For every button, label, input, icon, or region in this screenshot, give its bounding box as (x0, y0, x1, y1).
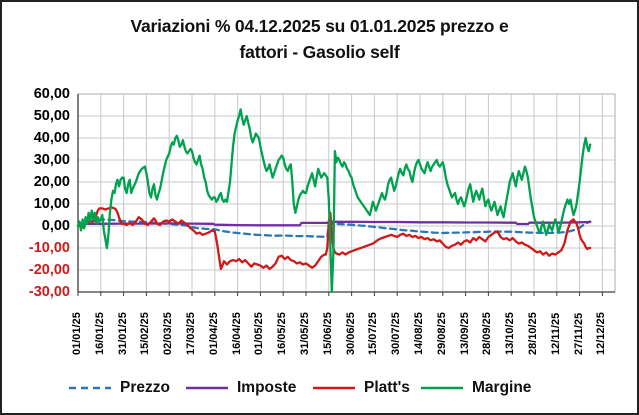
x-tick-label: 28/10/25 (527, 312, 539, 355)
x-tick-label: 15/06/25 (321, 312, 334, 355)
x-tick-label: 16/01/25 (93, 312, 106, 355)
x-tick-label: 13/09/25 (458, 312, 471, 355)
y-tick-label: -20,00 (28, 262, 70, 278)
y-tick-label: 10,00 (33, 196, 70, 212)
legend-item-imposte: Imposte (185, 375, 296, 401)
legend-swatch (313, 386, 355, 390)
legend-label: Platt's (364, 379, 410, 396)
legend-label: Imposte (237, 379, 297, 396)
legend-swatch (186, 386, 228, 390)
legend-item-prezzo: Prezzo (68, 375, 170, 401)
legend-item-margine: Margine (420, 375, 531, 401)
chart-title: Variazioni % 04.12.2025 su 01.01.2025 pr… (2, 13, 637, 65)
legend-label: Margine (472, 379, 532, 396)
x-tick-label: 28/09/25 (481, 312, 494, 355)
chart-title-line1: Variazioni % 04.12.2025 su 01.01.2025 pr… (130, 16, 509, 36)
x-tick-label: 30/07/25 (390, 312, 403, 355)
legend-label: Prezzo (120, 379, 170, 396)
x-tick-label: 16/05/25 (276, 312, 289, 355)
x-tick-label: 12/12/25 (595, 312, 608, 355)
x-tick-label: 14/08/25 (413, 312, 425, 355)
x-tick-label: 27/11/25 (572, 312, 585, 355)
y-tick-label: 20,00 (33, 174, 70, 190)
x-tick-label: 13/10/25 (504, 312, 517, 355)
x-tick-label: 29/08/25 (435, 312, 448, 355)
x-tick-label: 15/07/25 (367, 312, 380, 355)
x-tick-label: 01/04/25 (207, 312, 220, 355)
x-tick-label: 12/11/25 (549, 312, 562, 355)
legend-item-platts: Platt's (312, 375, 410, 401)
y-tick-label: 60,00 (33, 86, 70, 102)
series-line-margine (76, 108, 592, 294)
legend-swatch (421, 386, 463, 390)
x-tick-label: 17/03/25 (185, 312, 197, 355)
y-tick-label: 50,00 (33, 108, 70, 124)
y-tick-label: 40,00 (33, 130, 70, 146)
x-tick-label: 01/01/25 (71, 312, 83, 355)
chart-title-line2: fattori - Gasolio self (239, 42, 400, 62)
x-tick-label: 30/06/25 (344, 312, 357, 355)
x-tick-label: 31/01/25 (116, 312, 129, 355)
y-tick-label: -30,00 (28, 284, 70, 300)
x-tick-label: 31/05/25 (299, 312, 311, 355)
x-tick-label: 16/04/25 (230, 312, 243, 355)
y-tick-label: 0,00 (41, 218, 70, 234)
x-tick-label: 02/03/25 (162, 312, 175, 355)
legend-swatch (69, 386, 111, 390)
y-tick-label: -10,00 (28, 240, 70, 256)
x-tick-label: 01/05/25 (253, 312, 266, 355)
x-tick-label: 15/02/25 (139, 312, 152, 355)
y-tick-label: 30,00 (33, 152, 70, 168)
